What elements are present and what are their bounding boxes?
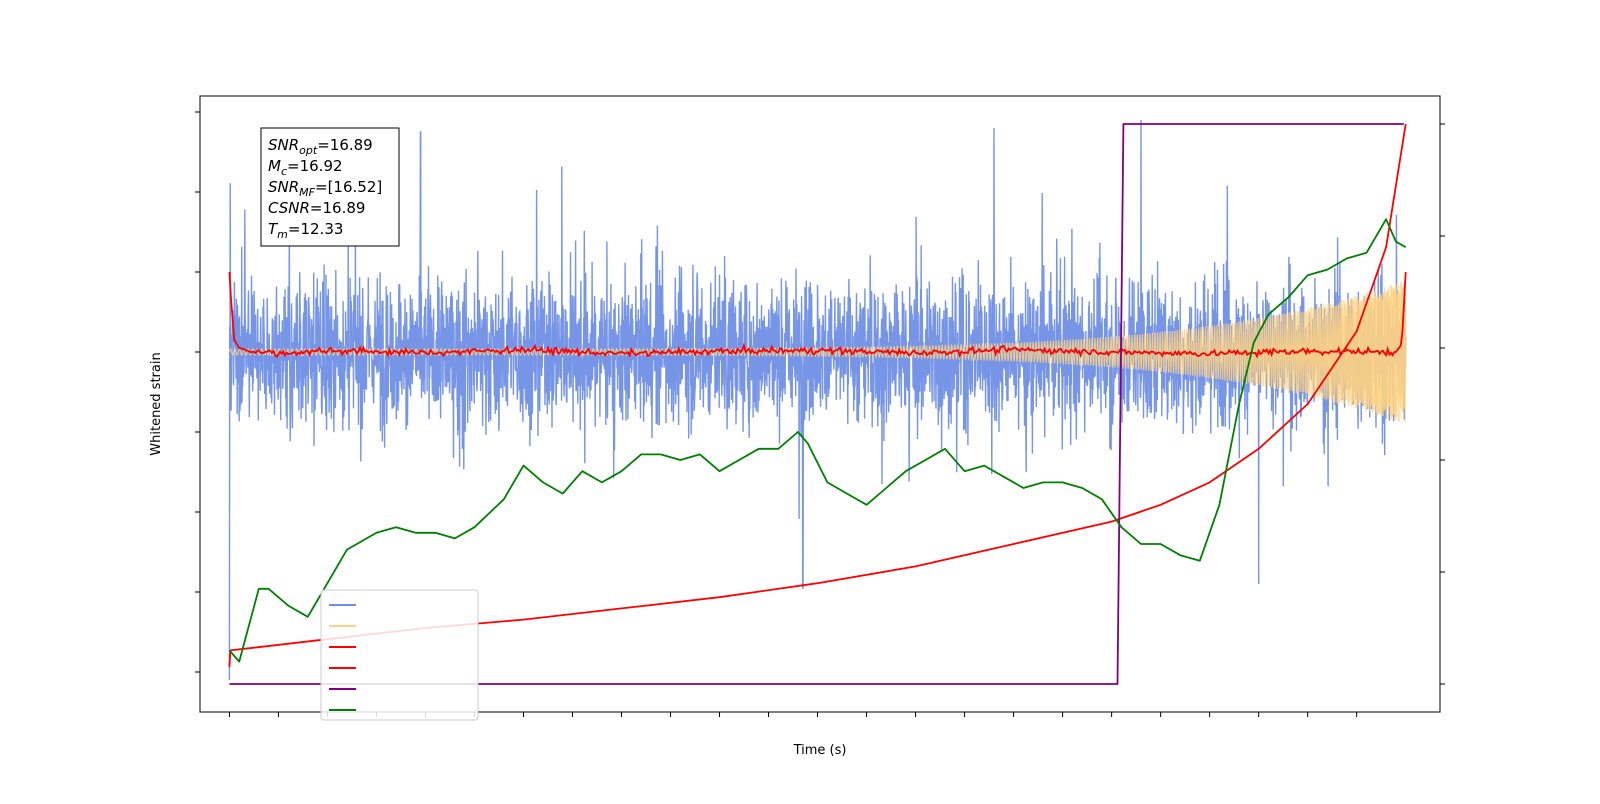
annotation-value: =16.92 — [287, 157, 343, 175]
series-label-line — [229, 123, 1404, 685]
annotation-subscript: c — [281, 165, 287, 178]
left-y-axis-ticks — [195, 111, 200, 673]
annotation-line-5: Tm=12.33 — [268, 220, 343, 241]
right-y-axis-ticks — [1440, 123, 1445, 685]
annotation-symbol: SNR — [268, 178, 299, 196]
y-axis-label: Whitened strain — [149, 352, 164, 455]
annotation-subscript: m — [277, 228, 288, 241]
annotation-line-2: Mc=16.92 — [268, 157, 343, 178]
annotation-value: =16.89 — [317, 136, 373, 154]
annotation-line-1: SNRopt=16.89 — [268, 136, 373, 157]
legend-frame — [320, 589, 479, 721]
annotation-symbol: CSNR — [268, 199, 310, 217]
annotation-symbol: T — [268, 220, 279, 238]
series-signal-statistics-line — [228, 218, 1407, 663]
series-mf-line — [228, 271, 1407, 359]
annotation-symbol: M — [268, 157, 281, 175]
annotation-value: =12.33 — [288, 220, 344, 238]
metrics-annotation-box: SNRopt=16.89Mc=16.92SNRMF=[16.52]CSNR=16… — [260, 127, 400, 247]
annotation-symbol: SNR — [268, 136, 299, 154]
annotation-subscript: MF — [299, 186, 315, 199]
annotation-subscript: opt — [299, 144, 318, 157]
x-axis-label: Time (s) — [793, 743, 847, 758]
legend — [320, 589, 479, 721]
annotation-value: =[16.52] — [315, 178, 382, 196]
annotation-line-3: SNRMF=[16.52] — [268, 178, 382, 199]
annotation-frame — [260, 127, 400, 247]
annotation-line-4: CSNR=16.89 — [268, 199, 365, 217]
plot-frame — [199, 95, 1441, 713]
annotation-value: =16.89 — [310, 199, 366, 217]
